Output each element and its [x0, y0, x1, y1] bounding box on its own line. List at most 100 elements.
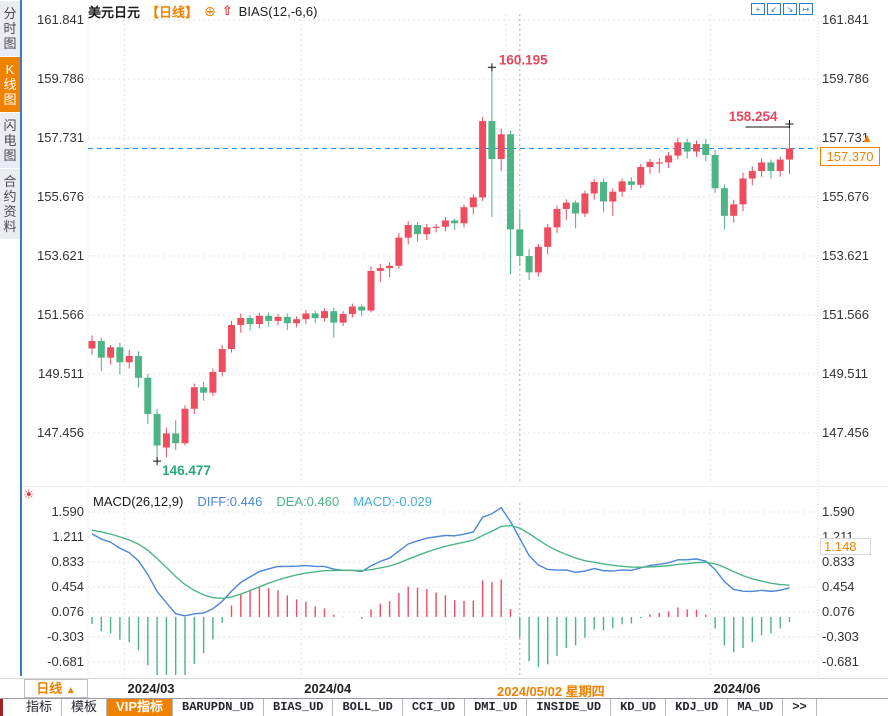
tab-dmi-ud[interactable]: DMI_UD: [465, 699, 528, 716]
axis-month-label: 2024/03: [127, 681, 175, 696]
candle-body: [730, 204, 738, 216]
macd-y-tick-right: 0.833: [822, 554, 855, 569]
macd-dea-line: [91, 524, 790, 600]
pan-icon[interactable]: +: [751, 3, 765, 15]
candle-body: [144, 377, 152, 414]
main-y-tick-right: 153.621: [822, 248, 869, 263]
tab-kd-ud[interactable]: KD_UD: [611, 699, 667, 716]
candle-body: [265, 315, 273, 321]
macd-diff-line: [91, 506, 790, 617]
candle-body: [562, 202, 570, 209]
candle-body: [321, 311, 328, 319]
candle-body: [655, 162, 663, 164]
candle-body: [683, 142, 691, 152]
candle-body: [348, 306, 356, 315]
kline-macd-chart[interactable]: 161.841 161.841 159.786 159.786 157.731 157.7…: [0, 0, 888, 678]
current-price-badge: 157.370: [820, 147, 880, 166]
candle-body: [469, 197, 477, 208]
candle-body: [581, 193, 589, 214]
candle-body: [190, 387, 198, 409]
candle-body: [627, 181, 635, 185]
macd-y-tick-left: 0.076: [51, 604, 84, 619]
macd-y-tick-left: -0.303: [47, 629, 84, 644]
candle-body: [274, 316, 282, 321]
candle-body: [720, 188, 728, 216]
candle-body: [702, 144, 710, 155]
tab-templates[interactable]: 模板: [62, 699, 108, 716]
main-y-tick-left: 151.566: [37, 307, 84, 322]
macd-y-tick-left: 1.590: [51, 504, 84, 519]
period-selector[interactable]: 日线 ▲: [24, 679, 88, 698]
tab-vip-indicators[interactable]: VIP指标: [107, 699, 173, 716]
sidebar-item-contract-info[interactable]: 合约资料: [0, 168, 20, 239]
main-y-tick-right: 151.566: [822, 307, 869, 322]
candle-body: [767, 162, 775, 172]
candle-body: [507, 134, 514, 230]
macd-y-tick-left: 0.454: [51, 579, 84, 594]
candle-body: [209, 372, 217, 393]
candle-body: [172, 433, 180, 444]
price-up-arrow-icon: ▲: [861, 131, 873, 145]
main-y-tick-left: 157.731: [37, 130, 84, 145]
scale-left-icon[interactable]: ↙: [767, 3, 781, 15]
macd-y-tick-right: -0.681: [822, 654, 859, 669]
candle-body: [414, 225, 421, 235]
candle-body: [237, 318, 245, 325]
sidebar-item-flash-chart[interactable]: 闪电图: [0, 112, 20, 168]
candle-body: [553, 208, 561, 228]
candle-body: [748, 171, 756, 179]
tab-more[interactable]: >>: [783, 699, 817, 716]
main-y-tick-left: 153.621: [37, 248, 84, 263]
tab-bias-ud[interactable]: BIAS_UD: [264, 699, 334, 716]
high-annotation: 160.195: [499, 52, 548, 67]
macd-y-tick-right: 1.590: [822, 504, 855, 519]
candle-body: [88, 341, 96, 349]
macd-params-label[interactable]: MACD(26,12,9): [93, 494, 184, 509]
main-y-tick-left: 155.676: [37, 189, 84, 204]
candle-body: [516, 229, 524, 257]
candle-body: [674, 142, 682, 156]
main-y-tick-right: 149.511: [822, 366, 868, 381]
exit-chart-icon[interactable]: ↦: [799, 3, 813, 15]
candle-body: [488, 121, 496, 159]
candle-body: [358, 306, 366, 311]
candle-body: [600, 181, 607, 202]
tab-indicators[interactable]: 指标: [17, 699, 63, 716]
period-tag[interactable]: 【日线】: [146, 4, 199, 20]
candle-body: [776, 159, 784, 172]
candle-body: [404, 225, 412, 238]
candle-body: [107, 347, 115, 358]
indicator-settings-icon[interactable]: ☀: [23, 487, 35, 502]
overlay-indicator-label: BIAS(12,-6,6): [238, 3, 318, 19]
scale-right-icon[interactable]: ↘: [783, 3, 797, 15]
tab-cci-ud[interactable]: CCI_UD: [403, 699, 466, 716]
main-y-tick-right: 147.456: [822, 425, 869, 440]
tab-barupdn-ud[interactable]: BARUPDN_UD: [173, 699, 265, 716]
candle-body: [479, 121, 487, 198]
candle-body: [293, 319, 301, 324]
macd-y-tick-left: 1.211: [52, 529, 84, 544]
period-selector-label: 日线: [36, 681, 63, 696]
candle-body: [218, 349, 226, 373]
tab-inside-ud[interactable]: INSIDE_UD: [527, 699, 612, 716]
tab-kdj-ud[interactable]: KDJ_UD: [666, 699, 729, 716]
candle-body: [255, 315, 263, 325]
candle-body: [432, 226, 440, 228]
macd-header: MACD(26,12,9) DIFF:0.446 DEA:0.460 MACD:…: [93, 494, 432, 509]
candle-body: [711, 154, 719, 189]
candle-body: [395, 237, 403, 266]
candle-body: [609, 191, 617, 202]
sidebar-item-time-chart[interactable]: 分时图: [0, 0, 20, 56]
symbol-title: 美元日元: [88, 4, 141, 20]
macd-dea-value: DEA:0.460: [276, 494, 340, 509]
candle-body: [497, 134, 505, 159]
candle-body: [246, 318, 254, 325]
tab-ma-ud[interactable]: MA_UD: [728, 699, 784, 716]
add-indicator-icon[interactable]: ⊕: [204, 3, 216, 19]
up-arrow-icon[interactable]: ⇧: [221, 3, 233, 18]
macd-y-tick-left: 0.833: [51, 554, 84, 569]
crosshair-date-label: 2024/05/02 星期四: [494, 681, 608, 700]
candle-body: [786, 148, 793, 160]
tab-boll-ud[interactable]: BOLL_UD: [333, 699, 403, 716]
